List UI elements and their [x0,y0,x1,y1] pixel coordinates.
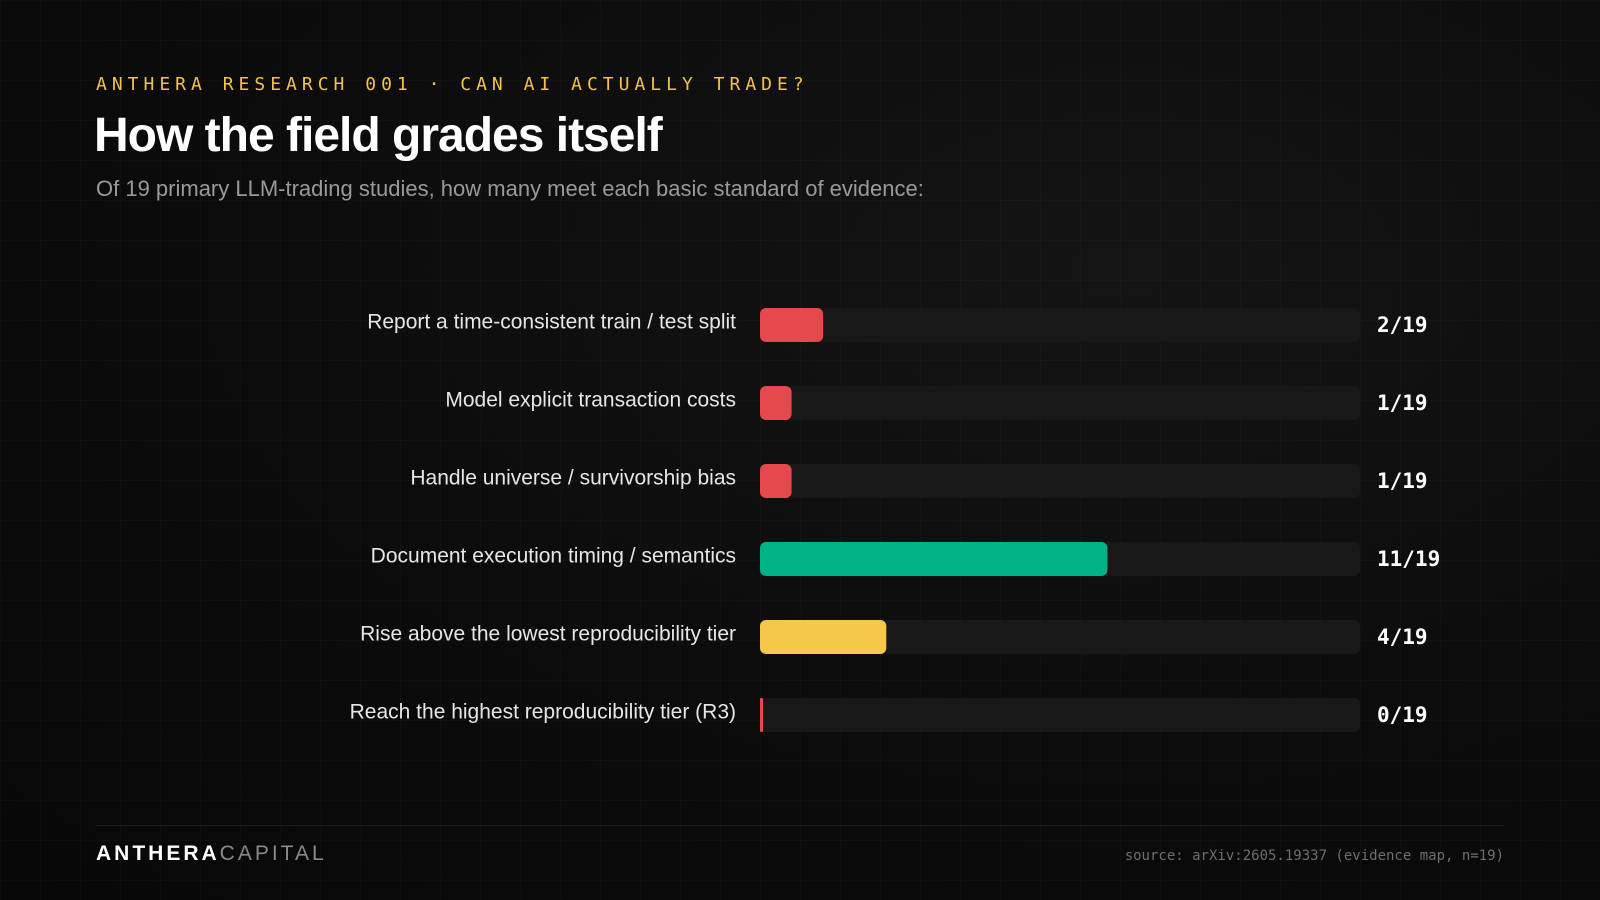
page-subtitle: Of 19 primary LLM-trading studies, how m… [96,176,924,201]
bar-track [760,386,1360,420]
bar [760,620,887,654]
bar-category-label: Reach the highest reproducibility tier (… [350,701,736,724]
page-title: How the field grades itself [94,109,663,162]
bar [760,464,792,498]
bar-value-label: 1/19 [1377,391,1428,415]
bar [760,386,792,420]
bar-track [760,464,1360,498]
bar-category-label: Handle universe / survivorship bias [410,467,736,490]
bar-category-label: Model explicit transaction costs [445,389,736,412]
brand-logo: ANTHERACAPITAL [96,842,327,866]
bar-value-label: 0/19 [1377,703,1428,727]
bar [760,542,1108,576]
bar-track [760,620,1360,654]
logo-word-capital: CAPITAL [219,842,327,865]
bar-category-label: Report a time-consistent train / test sp… [367,311,736,334]
bar [760,698,763,732]
bar-track [760,308,1360,342]
bar-category-label: Rise above the lowest reproducibility ti… [360,623,736,646]
eyebrow-label: ANTHERA RESEARCH 001 · CAN AI ACTUALLY T… [96,74,809,95]
logo-word-anthera: ANTHERA [96,842,220,865]
bar-value-label: 4/19 [1377,625,1428,649]
source-note: source: arXiv:2605.19337 (evidence map, … [1124,848,1504,864]
bar-track [760,698,1360,732]
bar [760,308,824,342]
bar-value-label: 2/19 [1377,313,1428,337]
footer-divider [96,825,1504,826]
bar-value-label: 11/19 [1377,547,1440,571]
bar-category-label: Document execution timing / semantics [371,545,736,568]
bar-track [760,542,1360,576]
bar-value-label: 1/19 [1377,469,1428,493]
